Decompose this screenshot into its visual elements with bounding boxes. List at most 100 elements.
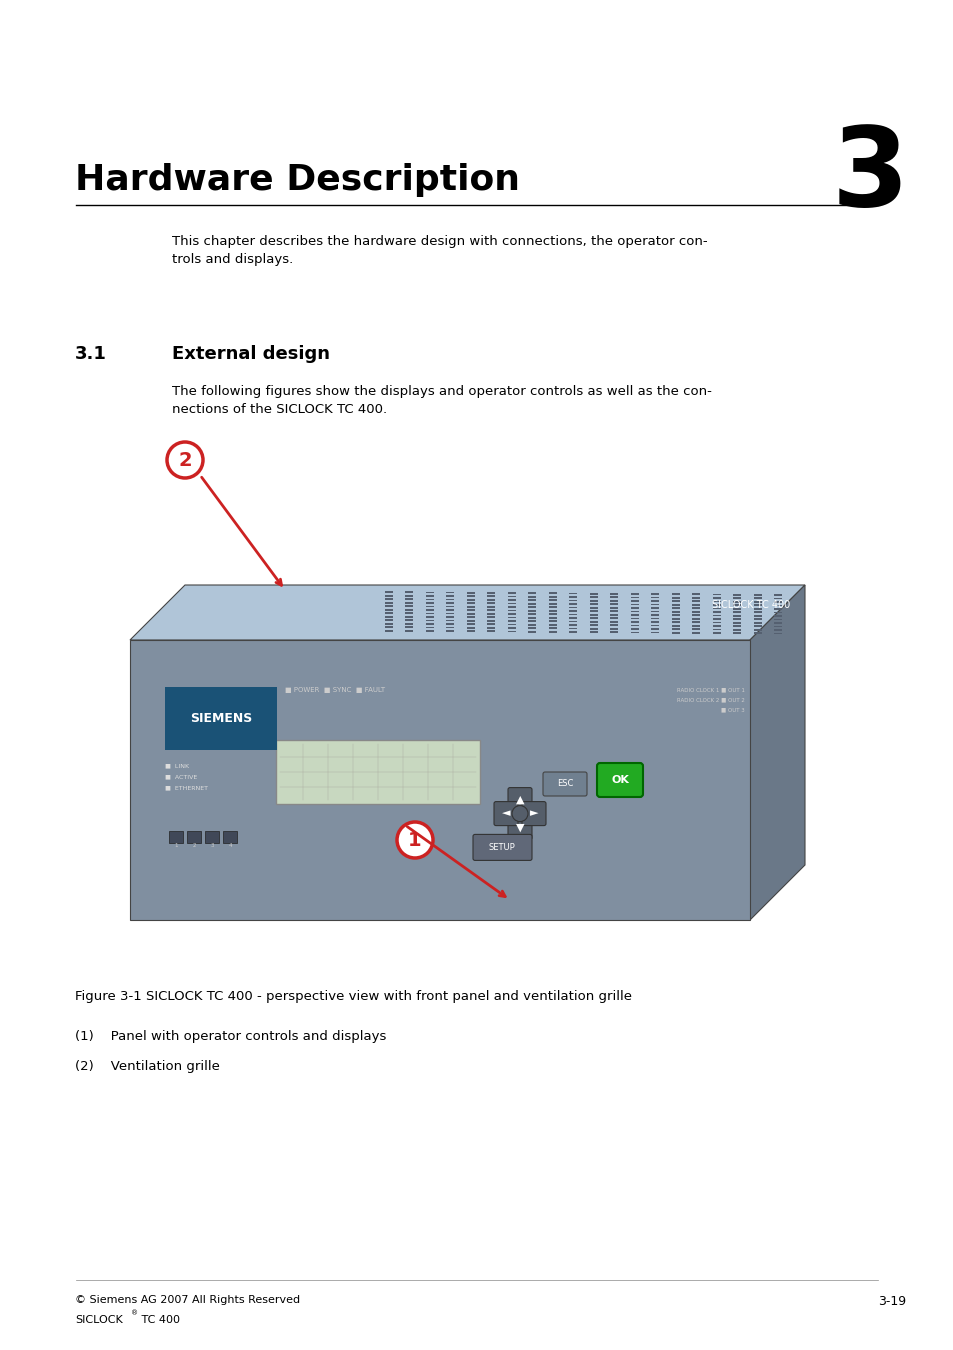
- FancyBboxPatch shape: [651, 621, 659, 622]
- FancyBboxPatch shape: [610, 617, 618, 620]
- FancyBboxPatch shape: [548, 613, 557, 616]
- FancyBboxPatch shape: [467, 630, 475, 632]
- FancyBboxPatch shape: [528, 617, 536, 618]
- FancyBboxPatch shape: [548, 617, 557, 618]
- FancyBboxPatch shape: [671, 621, 679, 624]
- FancyBboxPatch shape: [487, 595, 495, 597]
- FancyBboxPatch shape: [651, 597, 659, 598]
- Text: Figure 3-1 SICLOCK TC 400 - perspective view with front panel and ventilation gr: Figure 3-1 SICLOCK TC 400 - perspective …: [75, 990, 631, 1003]
- FancyBboxPatch shape: [692, 601, 700, 602]
- FancyBboxPatch shape: [610, 632, 618, 633]
- FancyBboxPatch shape: [405, 630, 413, 632]
- FancyBboxPatch shape: [487, 626, 495, 629]
- FancyBboxPatch shape: [651, 632, 659, 633]
- FancyBboxPatch shape: [589, 632, 598, 633]
- FancyBboxPatch shape: [630, 632, 639, 633]
- Text: SICLOCK: SICLOCK: [75, 1315, 123, 1324]
- FancyBboxPatch shape: [733, 612, 740, 613]
- FancyBboxPatch shape: [753, 601, 761, 602]
- FancyBboxPatch shape: [446, 595, 454, 597]
- Text: 3: 3: [830, 122, 907, 228]
- FancyBboxPatch shape: [494, 802, 517, 826]
- FancyBboxPatch shape: [733, 601, 740, 602]
- Text: (1)    Panel with operator controls and displays: (1) Panel with operator controls and dis…: [75, 1030, 386, 1044]
- FancyBboxPatch shape: [630, 621, 639, 622]
- FancyBboxPatch shape: [223, 830, 236, 842]
- FancyBboxPatch shape: [733, 594, 740, 595]
- FancyBboxPatch shape: [589, 624, 598, 626]
- FancyBboxPatch shape: [589, 617, 598, 620]
- FancyBboxPatch shape: [385, 605, 393, 608]
- FancyBboxPatch shape: [426, 630, 434, 632]
- FancyBboxPatch shape: [446, 626, 454, 629]
- FancyBboxPatch shape: [589, 628, 598, 629]
- FancyBboxPatch shape: [487, 613, 495, 614]
- FancyBboxPatch shape: [610, 593, 618, 594]
- FancyBboxPatch shape: [385, 626, 393, 628]
- Text: ■  ETHERNET: ■ ETHERNET: [165, 786, 208, 791]
- FancyBboxPatch shape: [569, 599, 577, 601]
- FancyBboxPatch shape: [589, 597, 598, 598]
- FancyBboxPatch shape: [774, 633, 781, 634]
- FancyBboxPatch shape: [569, 606, 577, 609]
- FancyBboxPatch shape: [569, 593, 577, 594]
- Text: 3-19: 3-19: [877, 1295, 905, 1308]
- FancyBboxPatch shape: [205, 830, 219, 842]
- FancyBboxPatch shape: [753, 625, 761, 628]
- FancyBboxPatch shape: [753, 618, 761, 620]
- FancyBboxPatch shape: [733, 618, 740, 620]
- FancyBboxPatch shape: [569, 613, 577, 616]
- FancyBboxPatch shape: [446, 620, 454, 621]
- Text: ◄: ◄: [501, 809, 510, 818]
- FancyBboxPatch shape: [630, 625, 639, 626]
- Text: SICLOCK TC 400: SICLOCK TC 400: [711, 599, 789, 610]
- FancyBboxPatch shape: [528, 610, 536, 612]
- FancyBboxPatch shape: [507, 610, 516, 612]
- FancyBboxPatch shape: [405, 609, 413, 610]
- FancyBboxPatch shape: [671, 608, 679, 609]
- FancyBboxPatch shape: [542, 772, 586, 796]
- FancyBboxPatch shape: [467, 609, 475, 612]
- FancyBboxPatch shape: [671, 601, 679, 602]
- FancyBboxPatch shape: [774, 629, 781, 630]
- FancyBboxPatch shape: [733, 629, 740, 630]
- FancyBboxPatch shape: [548, 593, 557, 594]
- FancyBboxPatch shape: [733, 622, 740, 624]
- FancyBboxPatch shape: [548, 621, 557, 622]
- FancyBboxPatch shape: [275, 740, 479, 805]
- FancyBboxPatch shape: [712, 612, 720, 613]
- FancyBboxPatch shape: [487, 624, 495, 625]
- FancyBboxPatch shape: [405, 626, 413, 628]
- FancyBboxPatch shape: [507, 815, 532, 840]
- FancyBboxPatch shape: [671, 610, 679, 613]
- FancyBboxPatch shape: [507, 593, 516, 594]
- FancyBboxPatch shape: [467, 617, 475, 618]
- FancyBboxPatch shape: [671, 593, 679, 595]
- FancyBboxPatch shape: [733, 632, 740, 634]
- FancyBboxPatch shape: [569, 603, 577, 605]
- FancyBboxPatch shape: [426, 622, 434, 625]
- FancyBboxPatch shape: [385, 598, 393, 599]
- FancyBboxPatch shape: [548, 628, 557, 629]
- FancyBboxPatch shape: [651, 603, 659, 605]
- Text: RADIO CLOCK 2 ■ OUT 2: RADIO CLOCK 2 ■ OUT 2: [677, 698, 744, 703]
- Text: ■ OUT 3: ■ OUT 3: [720, 707, 744, 713]
- FancyBboxPatch shape: [774, 616, 781, 617]
- FancyBboxPatch shape: [446, 591, 454, 594]
- FancyBboxPatch shape: [651, 608, 659, 609]
- Text: This chapter describes the hardware design with connections, the operator con-
t: This chapter describes the hardware desi…: [172, 235, 706, 266]
- FancyBboxPatch shape: [692, 632, 700, 633]
- FancyBboxPatch shape: [548, 599, 557, 601]
- FancyBboxPatch shape: [446, 616, 454, 618]
- FancyBboxPatch shape: [610, 610, 618, 612]
- FancyBboxPatch shape: [753, 605, 761, 606]
- FancyBboxPatch shape: [610, 603, 618, 605]
- FancyBboxPatch shape: [733, 608, 740, 610]
- FancyBboxPatch shape: [385, 591, 393, 593]
- FancyBboxPatch shape: [630, 614, 639, 616]
- FancyBboxPatch shape: [467, 606, 475, 608]
- FancyBboxPatch shape: [467, 624, 475, 625]
- FancyBboxPatch shape: [597, 763, 642, 796]
- FancyBboxPatch shape: [610, 621, 618, 622]
- FancyBboxPatch shape: [589, 621, 598, 622]
